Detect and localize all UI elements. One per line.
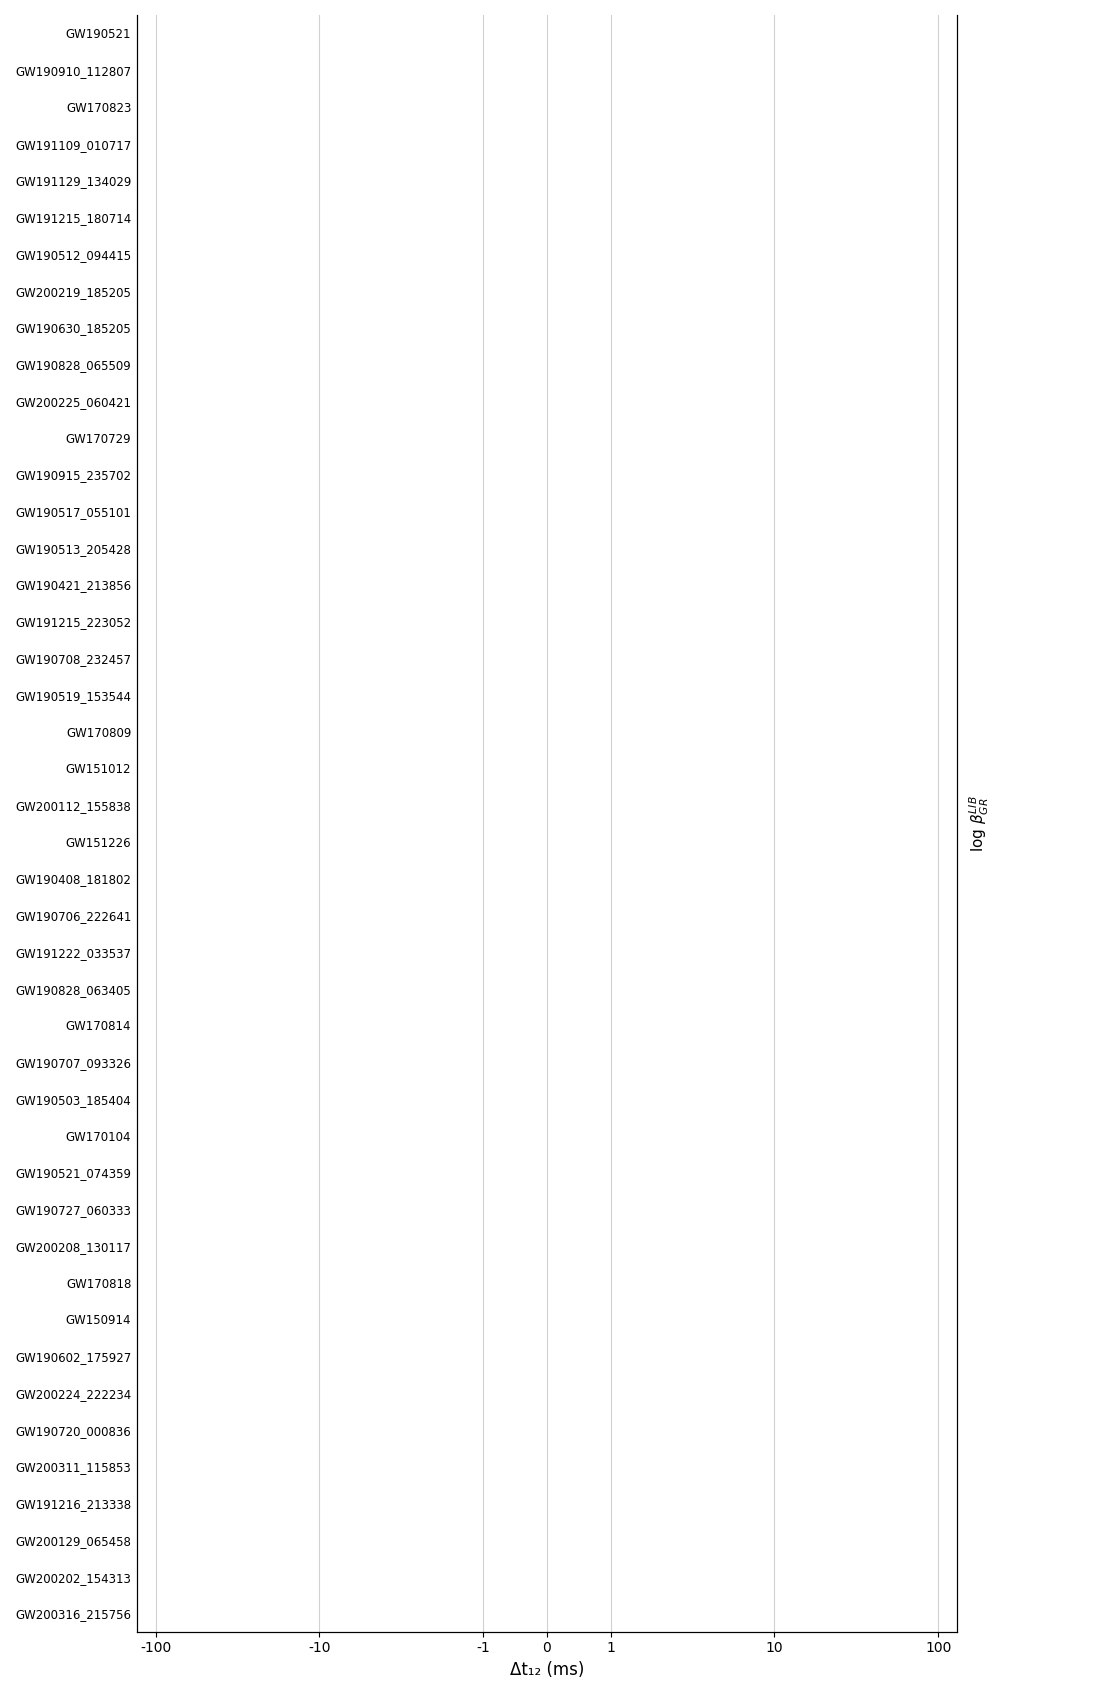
Y-axis label: log $\beta^{LIB}_{GR}$: log $\beta^{LIB}_{GR}$ xyxy=(968,794,992,852)
X-axis label: Δt₁₂ (ms): Δt₁₂ (ms) xyxy=(510,1662,584,1679)
